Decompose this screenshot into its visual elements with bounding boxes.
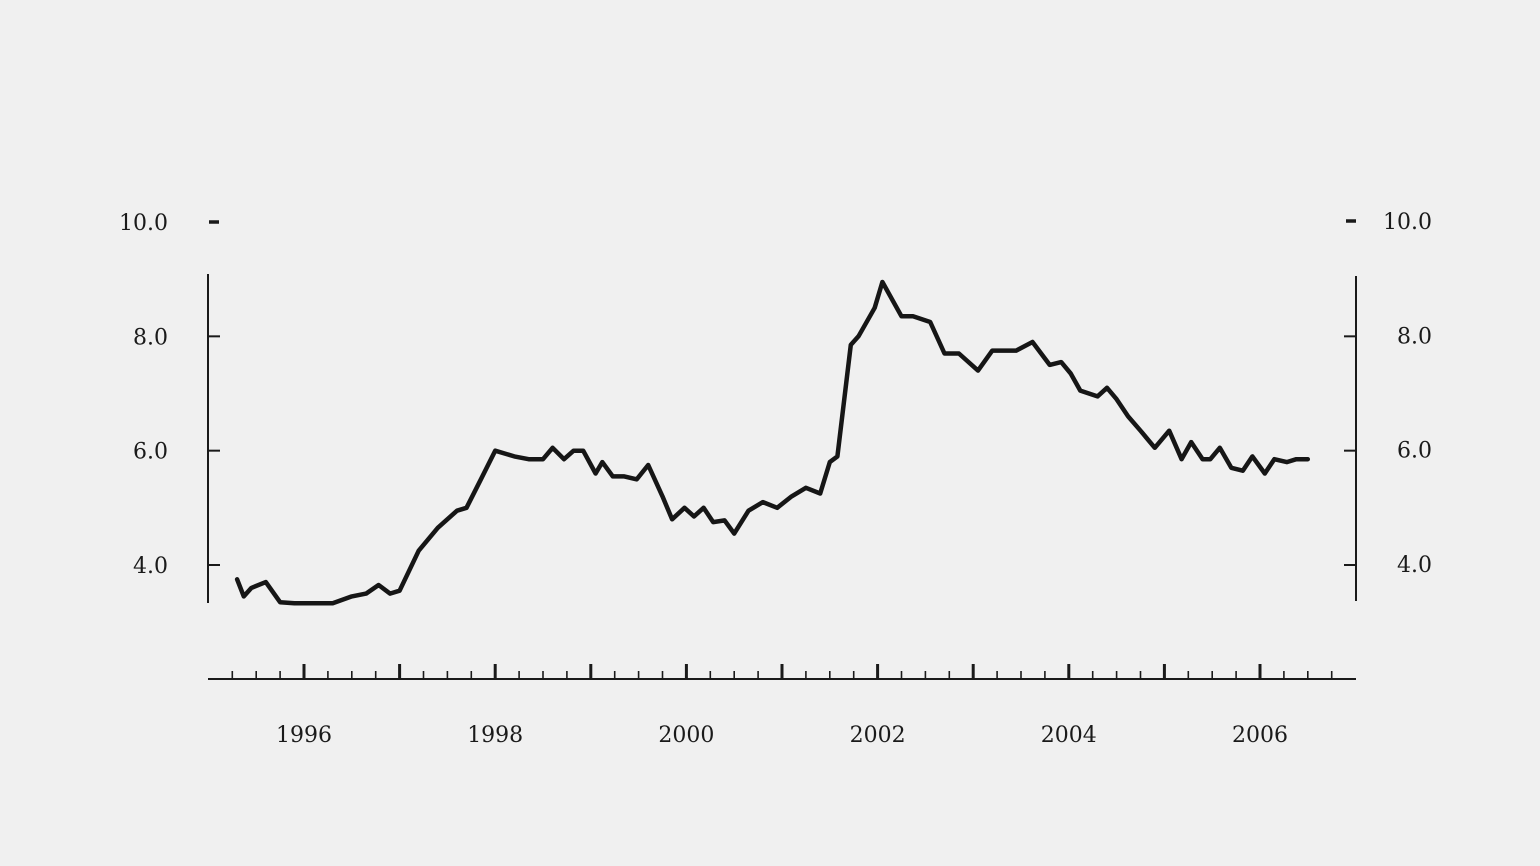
right-y-tick-label: 10.0: [1383, 210, 1432, 235]
left-y-tick-label: 6.0: [133, 440, 168, 465]
plot-area: [234, 279, 1311, 606]
x-tick-label: 1996: [276, 723, 332, 748]
left-y-axis: 4.0 6.0 8.0 10.0: [119, 211, 220, 603]
right-y-tick-label: 8.0: [1397, 324, 1432, 349]
x-tick-label: 2004: [1041, 723, 1097, 748]
x-tick-label: 2006: [1232, 723, 1288, 748]
x-axis: 1996 1998 2000 2002 2004 2006: [208, 664, 1356, 748]
left-y-tick-label: 10.0: [119, 211, 168, 236]
right-y-tick-label: 6.0: [1397, 439, 1432, 464]
right-y-axis: 4.0 6.0 8.0 10.0: [1344, 210, 1432, 601]
x-tick-label: 1998: [467, 723, 523, 748]
series-line: [234, 279, 1311, 606]
left-y-tick-label: 8.0: [133, 325, 168, 350]
x-tick-label: 2002: [850, 723, 906, 748]
right-y-tick-label: 4.0: [1397, 553, 1432, 578]
left-y-tick-label: 4.0: [133, 554, 168, 579]
x-tick-label: 2000: [658, 723, 714, 748]
